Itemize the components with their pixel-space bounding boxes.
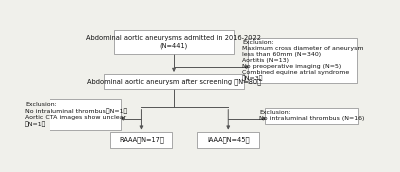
- Text: RAAA（N=17）: RAAA（N=17）: [119, 137, 164, 143]
- Text: Abdominal aortic aneurysms admitted in 2016-2022
(N=441): Abdominal aortic aneurysms admitted in 2…: [86, 35, 262, 49]
- Text: Exclusion:
No intraluminal thrombus（N=1）
Aortic CTA images show unclear
（N=1）: Exclusion: No intraluminal thrombus（N=1）…: [25, 103, 128, 127]
- FancyBboxPatch shape: [248, 38, 357, 83]
- Text: Abdominal aortic aneurysm after screening （N=80）: Abdominal aortic aneurysm after screenin…: [87, 78, 261, 85]
- FancyBboxPatch shape: [104, 74, 244, 89]
- Text: Exclusion:
Maximum cross diameter of aneurysm
less than 60mm (N=340)
Aortitis (N: Exclusion: Maximum cross diameter of ane…: [242, 40, 363, 81]
- FancyBboxPatch shape: [266, 108, 358, 124]
- Text: IAAA（N=45）: IAAA（N=45）: [207, 137, 250, 143]
- Text: Exclusion:
No intraluminal thrombus (N=16): Exclusion: No intraluminal thrombus (N=1…: [259, 110, 365, 121]
- FancyBboxPatch shape: [31, 99, 121, 130]
- FancyBboxPatch shape: [110, 132, 172, 148]
- FancyBboxPatch shape: [197, 132, 259, 148]
- FancyBboxPatch shape: [114, 30, 234, 54]
